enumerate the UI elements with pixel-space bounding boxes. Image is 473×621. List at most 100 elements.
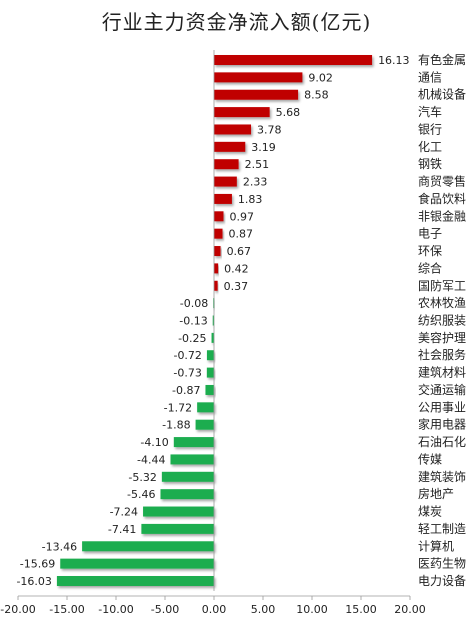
x-tick-label-4: 0.00 xyxy=(202,603,227,616)
category-label-13: 国防军工 xyxy=(418,278,466,293)
x-tick-label-5: 5.00 xyxy=(251,603,276,616)
category-label-24: 建筑装饰 xyxy=(418,469,466,484)
category-label-15: 纺织服装 xyxy=(418,314,466,328)
bar-9 xyxy=(214,211,224,222)
value-label-5: 3.19 xyxy=(251,141,276,154)
bar-27 xyxy=(141,523,214,534)
category-label-25: 房地产 xyxy=(418,486,454,501)
value-label-4: 3.78 xyxy=(257,123,282,136)
bar-22 xyxy=(173,437,214,448)
bar-29 xyxy=(60,558,214,569)
category-label-26: 煤炭 xyxy=(418,505,442,519)
bar-19 xyxy=(205,384,214,395)
category-label-8: 食品饮料 xyxy=(418,191,466,206)
category-label-27: 轻工制造 xyxy=(418,522,466,536)
value-label-11: 0.67 xyxy=(227,245,252,258)
bar-16 xyxy=(211,332,214,343)
bar-2 xyxy=(214,89,299,100)
bar-28 xyxy=(82,541,214,552)
bar-25 xyxy=(160,489,214,500)
bar-12 xyxy=(214,263,219,274)
bar-30 xyxy=(56,576,214,586)
value-label-8: 1.83 xyxy=(238,193,263,206)
value-label-16: -0.25 xyxy=(178,332,206,345)
bar-3 xyxy=(214,107,270,118)
bars-layer xyxy=(56,55,373,586)
category-label-10: 电子 xyxy=(418,227,442,241)
value-label-19: -0.87 xyxy=(172,384,200,397)
value-label-13: 0.37 xyxy=(224,280,249,293)
category-label-0: 有色金属 xyxy=(418,52,466,67)
value-label-0: 16.13 xyxy=(378,54,410,67)
x-tick-label-6: 10.00 xyxy=(296,603,328,616)
value-label-23: -4.44 xyxy=(137,453,165,466)
category-label-19: 交通运输 xyxy=(418,382,466,397)
value-label-25: -5.46 xyxy=(127,488,155,501)
category-label-2: 机械设备 xyxy=(418,87,466,102)
bar-18 xyxy=(206,367,214,378)
value-label-22: -4.10 xyxy=(140,436,168,449)
value-label-18: -0.73 xyxy=(173,367,201,380)
category-label-22: 石油石化 xyxy=(418,435,466,449)
bar-23 xyxy=(170,454,214,465)
x-tick-label-0: -20.00 xyxy=(0,603,35,616)
bar-11 xyxy=(214,246,221,257)
value-label-2: 8.58 xyxy=(304,89,329,102)
value-label-1: 9.02 xyxy=(308,71,333,84)
bar-0 xyxy=(214,55,373,65)
value-label-14: -0.08 xyxy=(180,297,208,310)
category-label-21: 家用电器 xyxy=(418,417,466,432)
x-tick-label-7: 15.00 xyxy=(345,603,377,616)
value-label-28: -13.46 xyxy=(42,540,77,553)
bar-24 xyxy=(161,471,214,482)
value-label-15: -0.13 xyxy=(179,315,207,328)
value-label-6: 2.51 xyxy=(245,158,270,171)
category-label-20: 公用事业 xyxy=(418,400,466,414)
category-label-18: 建筑材料 xyxy=(418,365,466,380)
value-label-27: -7.41 xyxy=(108,523,136,536)
bar-21 xyxy=(195,419,214,430)
value-label-26: -7.24 xyxy=(110,506,138,519)
bar-8 xyxy=(214,193,232,204)
category-label-30: 电力设备 xyxy=(418,574,466,588)
value-label-30: -16.03 xyxy=(16,575,51,588)
category-label-4: 银行 xyxy=(418,122,442,136)
x-axis: -20.00 -15.00 -10.00 -5.00 0.00 5.00 10.00 15.0… xyxy=(0,50,426,616)
x-tick-label-8: 20.00 xyxy=(394,603,426,616)
value-label-21: -1.88 xyxy=(162,419,190,432)
bar-26 xyxy=(143,506,214,517)
bar-5 xyxy=(214,141,246,152)
bar-17 xyxy=(206,350,214,361)
bar-1 xyxy=(214,72,303,83)
value-label-7: 2.33 xyxy=(243,176,268,189)
category-label-14: 农林牧渔 xyxy=(418,296,466,310)
value-label-20: -1.72 xyxy=(164,401,192,414)
bar-7 xyxy=(214,176,237,187)
x-tick-label-1: -15.00 xyxy=(49,603,84,616)
value-label-3: 5.68 xyxy=(276,106,301,119)
bar-10 xyxy=(214,228,223,239)
category-label-16: 美容护理 xyxy=(418,330,466,345)
bar-4 xyxy=(214,124,252,135)
category-label-28: 计算机 xyxy=(418,538,454,553)
bar-13 xyxy=(214,280,218,291)
x-tick-label-2: -10.00 xyxy=(98,603,133,616)
value-label-24: -5.32 xyxy=(128,471,156,484)
value-label-12: 0.42 xyxy=(224,262,249,275)
labels-layer: 16.13 有色金属 9.02 通信 8.58 机械设备 5.68 汽车 3.78 银行 3.19 化… xyxy=(16,52,466,588)
value-label-10: 0.87 xyxy=(229,228,254,241)
category-label-12: 综合 xyxy=(418,260,442,275)
category-label-7: 商贸零售 xyxy=(418,174,466,189)
value-label-29: -15.69 xyxy=(20,558,55,571)
bar-6 xyxy=(214,159,239,170)
category-label-3: 汽车 xyxy=(418,104,442,119)
value-label-9: 0.97 xyxy=(230,210,255,223)
category-label-23: 传媒 xyxy=(418,451,442,466)
category-label-11: 环保 xyxy=(418,244,442,258)
chart-title: 行业主力资金净流入额(亿元) xyxy=(101,10,372,34)
category-label-29: 医药生物 xyxy=(418,557,466,571)
category-label-1: 通信 xyxy=(418,70,442,84)
bar-20 xyxy=(197,402,214,413)
category-label-17: 社会服务 xyxy=(418,347,466,362)
